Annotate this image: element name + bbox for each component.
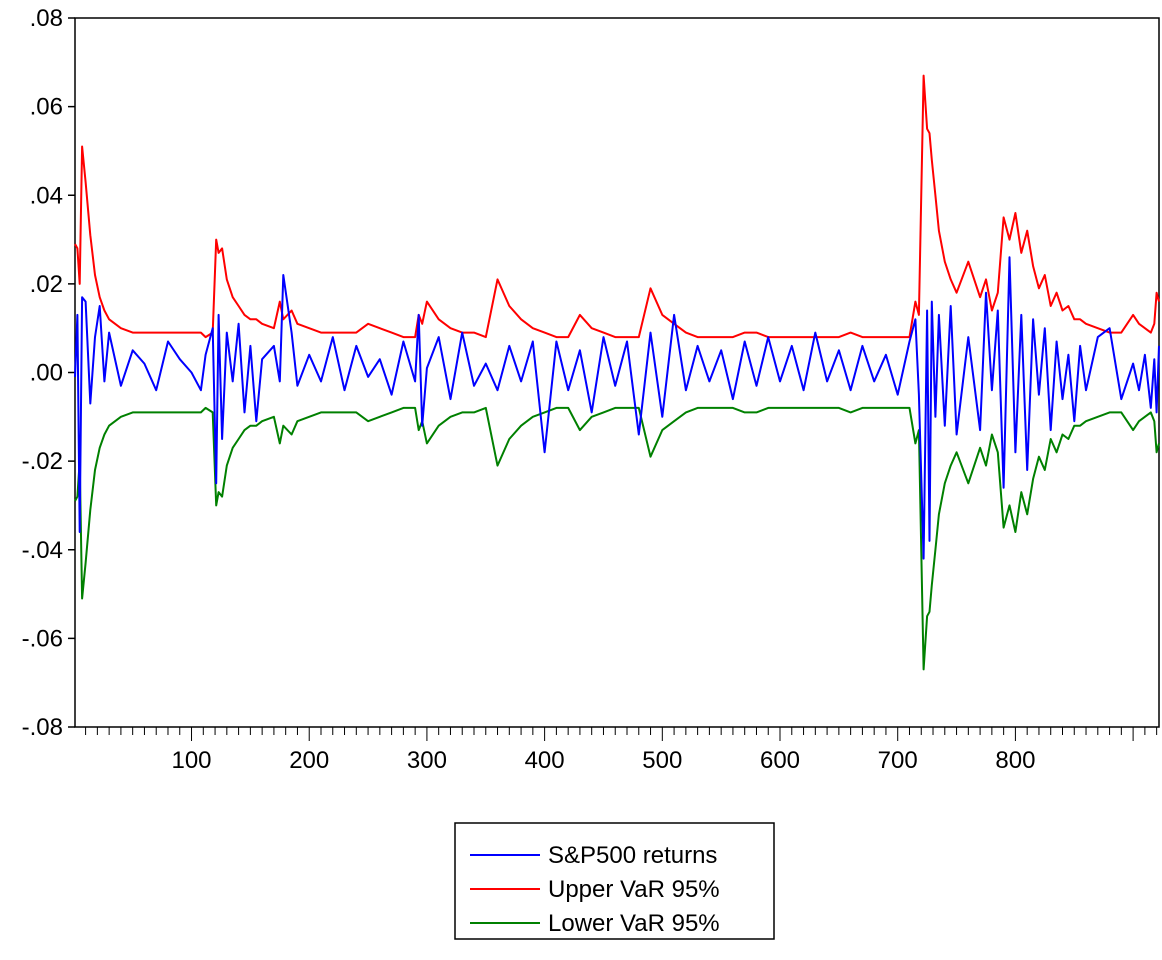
x-tick-label: 400 — [525, 747, 565, 774]
x-tick-label: 300 — [407, 747, 447, 774]
legend-label-lower-var: Lower VaR 95% — [548, 910, 720, 937]
y-tick-label: .00 — [30, 360, 63, 387]
x-tick-label: 800 — [995, 747, 1035, 774]
x-axis: 100 200 300 400 500 600 700 800 — [85, 727, 1158, 774]
x-tick-label: 500 — [642, 747, 682, 774]
x-tick-label: 600 — [760, 747, 800, 774]
y-tick-label: -.02 — [22, 448, 63, 475]
y-tick-label: -.06 — [22, 625, 63, 652]
y-tick-label: -.04 — [22, 537, 63, 564]
legend-label-sp500-returns: S&P500 returns — [548, 842, 717, 869]
series-lower-var-95 — [74, 406, 1160, 671]
x-tick-label: 700 — [878, 747, 918, 774]
y-tick-label: .04 — [30, 182, 63, 209]
y-tick-label: .08 — [30, 5, 63, 32]
y-tick-label: .06 — [30, 94, 63, 121]
y-tick-label: -.08 — [22, 714, 63, 741]
y-axis: .08 .06 .04 .02 .00 -.02 -.04 -.06 -.08 — [22, 5, 75, 741]
legend-label-upper-var: Upper VaR 95% — [548, 876, 720, 903]
legend: S&P500 returns Upper VaR 95% Lower VaR 9… — [454, 822, 775, 940]
series-upper-var-95 — [74, 74, 1160, 339]
x-tick-label: 100 — [171, 747, 211, 774]
x-tick-label: 200 — [289, 747, 329, 774]
legend-box — [454, 822, 775, 940]
y-tick-label: .02 — [30, 271, 63, 298]
series-sp500-returns — [74, 256, 1160, 560]
series-lines — [74, 74, 1160, 671]
